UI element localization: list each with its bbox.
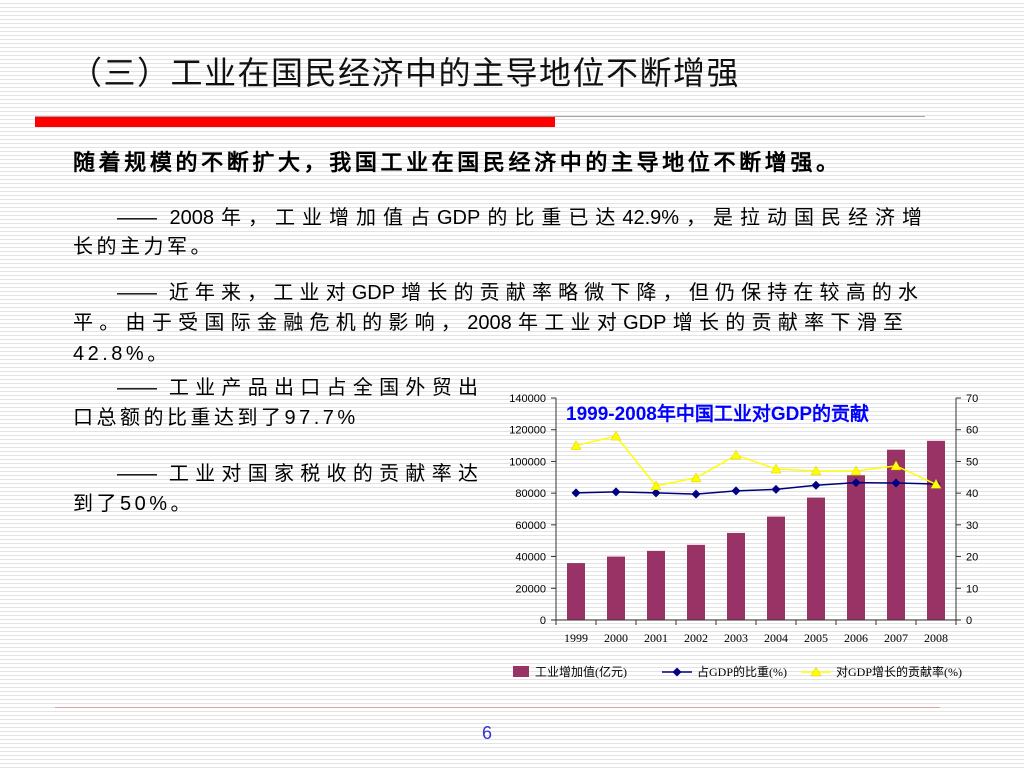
header-accent-bar	[35, 117, 555, 127]
point-growth-contribution-2003	[730, 449, 742, 460]
bar-value-added-2000	[607, 556, 625, 620]
point-growth-contribution-2001	[650, 480, 662, 491]
x-axis-label-2006: 2006	[844, 631, 868, 645]
right-axis-label-40: 40	[966, 488, 978, 500]
header-divider-line	[35, 116, 925, 117]
x-axis-label-2004: 2004	[764, 631, 788, 645]
x-axis-label-2001: 2001	[644, 631, 668, 645]
line-growth-contribution	[575, 435, 937, 487]
right-axis-label-20: 20	[966, 552, 978, 564]
point-growth-contribution-2000	[610, 430, 622, 441]
left-axis-label-120000: 120000	[509, 425, 546, 437]
point-growth-contribution-2004	[770, 463, 782, 474]
combo-bar-line-chart: 1999-2008年中国工业对GDP的贡献0200004000060000800…	[509, 393, 978, 679]
point-gdp-share-2007	[891, 478, 901, 488]
x-axis-label-1999: 1999	[564, 631, 588, 645]
point-gdp-share-2004	[771, 484, 781, 494]
point-growth-contribution-2008	[930, 478, 942, 489]
point-gdp-share-2000	[611, 487, 621, 497]
point-growth-contribution-2006	[850, 465, 862, 476]
left-axis-label-20000: 20000	[515, 583, 546, 595]
chart-container: 1999-2008年中国工业对GDP的贡献 0 20000 40000 60000 800…	[480, 380, 990, 700]
point-gdp-share-2003	[731, 486, 741, 496]
point-gdp-share-1999	[571, 488, 581, 498]
x-axis-label-2002: 2002	[684, 631, 708, 645]
x-axis-label-2003: 2003	[724, 631, 748, 645]
footer-divider-line	[55, 707, 940, 708]
point-gdp-share-2001	[651, 488, 661, 498]
slide-title: （三）工业在国民经济中的主导地位不断增强	[70, 55, 741, 91]
bar-value-added-2005	[807, 497, 825, 620]
point-gdp-share-2002	[691, 489, 701, 499]
bar-value-added-2002	[687, 544, 705, 620]
paragraph-1-line-1: —— 2008年，工业增加值占GDP的比重已达42.9%，是拉动国民经济增	[117, 207, 922, 229]
point-gdp-share-2006	[851, 478, 861, 488]
page-number: 6	[481, 723, 492, 743]
line-gdp-share	[575, 481, 937, 495]
paragraph-2-line-2: 平。由于受国际金融危机的影响，2008年工业对GDP增长的贡献率下滑至	[73, 312, 903, 334]
bar-value-added-2007	[887, 449, 905, 620]
point-growth-contribution-2007	[890, 460, 902, 471]
bar-value-added-2001	[647, 550, 665, 620]
x-axis-label-2008: 2008	[924, 631, 948, 645]
right-axis-label-60: 60	[966, 425, 978, 437]
point-growth-contribution-2005	[810, 465, 822, 476]
left-axis-label-40000: 40000	[515, 552, 546, 564]
left-axis-label-0: 0	[540, 615, 546, 627]
bar-value-added-2003	[727, 532, 745, 620]
x-axis-label-2007: 2007	[884, 631, 908, 645]
bar-value-added-2008	[927, 440, 945, 620]
legend-label-value-added: 工业增加值(亿元)	[535, 664, 627, 679]
chart-title: 1999-2008年中国工业对GDP的贡献	[566, 402, 869, 425]
x-axis-label-2005: 2005	[804, 631, 828, 645]
left-axis-label-140000: 140000	[509, 393, 546, 405]
point-growth-contribution-1999	[570, 440, 582, 450]
legend-marker-gdp-share	[672, 667, 682, 677]
bar-value-added-2006	[847, 475, 865, 620]
left-axis-label-80000: 80000	[515, 488, 546, 500]
x-axis-label-2000: 2000	[604, 631, 628, 645]
right-axis-label-30: 30	[966, 520, 978, 532]
paragraph-3-line-1: —— 工业产品出口占全国外贸出	[117, 377, 478, 399]
right-axis-label-50: 50	[966, 456, 978, 468]
left-axis-label-60000: 60000	[515, 520, 546, 532]
right-axis-label-70: 70	[966, 393, 978, 405]
point-gdp-share-2005	[811, 480, 821, 490]
paragraph-2-line-1: —— 近年来，工业对GDP增长的贡献率略微下降，但仍保持在较高的水	[117, 282, 918, 304]
legend-swatch-value-added	[513, 666, 529, 677]
left-axis-label-100000: 100000	[509, 456, 546, 468]
paragraph-4-line-1: —— 工业对国家税收的贡献率达	[117, 463, 478, 485]
legend-marker-growth-contribution	[810, 666, 822, 677]
lead-statement: 随着规模的不断扩大，我国工业在国民经济中的主导地位不断增强。	[73, 150, 838, 175]
legend-label-growth-contribution: 对GDP增长的贡献率(%)	[836, 664, 962, 679]
legend-label-gdp-share: 占GDP的比重(%)	[697, 664, 787, 679]
bar-value-added-1999	[567, 563, 585, 620]
bar-value-added-2004	[767, 516, 785, 620]
right-axis-label-0: 0	[966, 615, 972, 627]
paragraph-2-line-3: 42.8%。	[73, 343, 171, 365]
paragraph-3-line-2: 口总额的比重达到了97.7%	[73, 407, 359, 429]
paragraph-1-line-2: 长的主力军。	[73, 236, 214, 258]
paragraph-4-line-2: 到了50%。	[73, 493, 195, 515]
right-axis-label-10: 10	[966, 583, 978, 595]
point-growth-contribution-2002	[690, 472, 702, 483]
